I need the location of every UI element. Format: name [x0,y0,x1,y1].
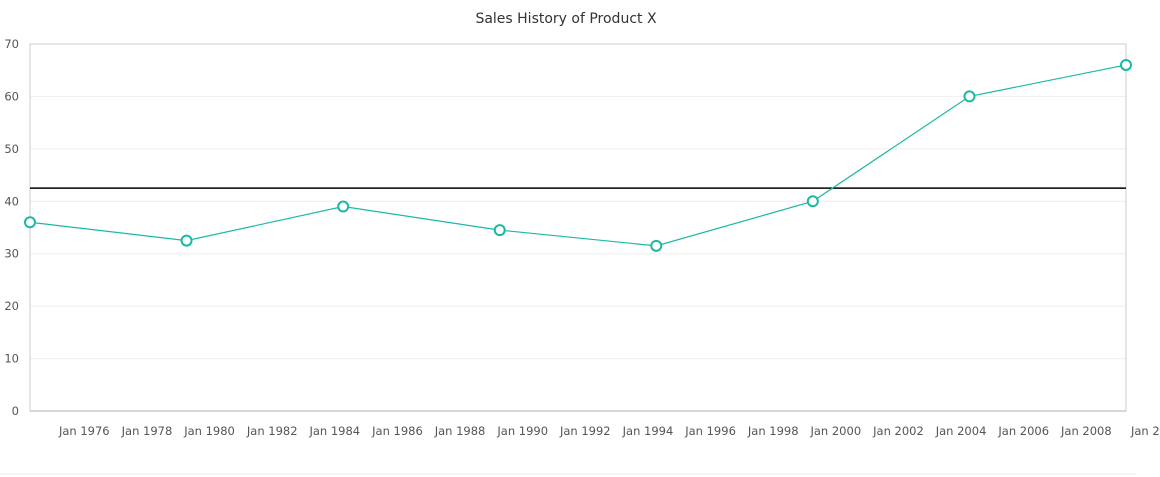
x-tick-label: Jan 1990 [496,424,548,438]
x-tick-label: Jan 1982 [246,424,298,438]
x-tick-label: Jan 1980 [183,424,235,438]
data-point [180,234,193,247]
y-tick-label: 30 [4,247,19,261]
chart-title: Sales History of Product X [475,11,657,27]
series-layer [24,58,1132,252]
x-tick-label: Jan 1988 [434,424,486,438]
x-tick-label: Jan 2000 [809,424,861,438]
y-tick-label: 40 [4,194,19,208]
y-tick-label: 0 [12,404,19,418]
x-tick-label: Jan 2002 [872,424,924,438]
data-point [493,224,506,237]
data-point [24,216,36,229]
data-point [806,195,819,208]
grid [30,43,1126,360]
x-tick-label: Jan 20 [1130,424,1160,438]
data-point [963,90,976,103]
tick-labels: 0 10 20 30 40 50 60 70 Jan 1976 Jan 1978 Jan 1980 J… [4,37,1160,438]
x-tick-label: Jan 2008 [1060,424,1112,438]
y-tick-label: 20 [4,299,19,313]
x-tick-label: Jan 2004 [935,424,987,438]
data-point [650,239,663,252]
data-point [1120,58,1132,71]
x-tick-label: Jan 2006 [997,424,1049,438]
x-tick-label: Jan 1986 [371,424,423,438]
data-point [337,200,350,213]
x-tick-label: Jan 1994 [622,424,674,438]
x-tick-label: Jan 1998 [747,424,799,438]
y-tick-label: 50 [4,142,19,156]
y-tick-label: 70 [4,37,19,51]
plot-frame [29,43,1127,412]
x-tick-label: Jan 1984 [308,424,360,438]
series-line [29,64,1127,247]
axes [29,43,1127,412]
x-tick-label: Jan 1992 [559,424,611,438]
y-tick-label: 10 [4,352,19,366]
y-tick-label: 60 [4,89,19,103]
x-tick-label: Jan 1978 [121,424,173,438]
x-tick-label: Jan 1976 [58,424,110,438]
x-tick-label: Jan 1996 [684,424,736,438]
